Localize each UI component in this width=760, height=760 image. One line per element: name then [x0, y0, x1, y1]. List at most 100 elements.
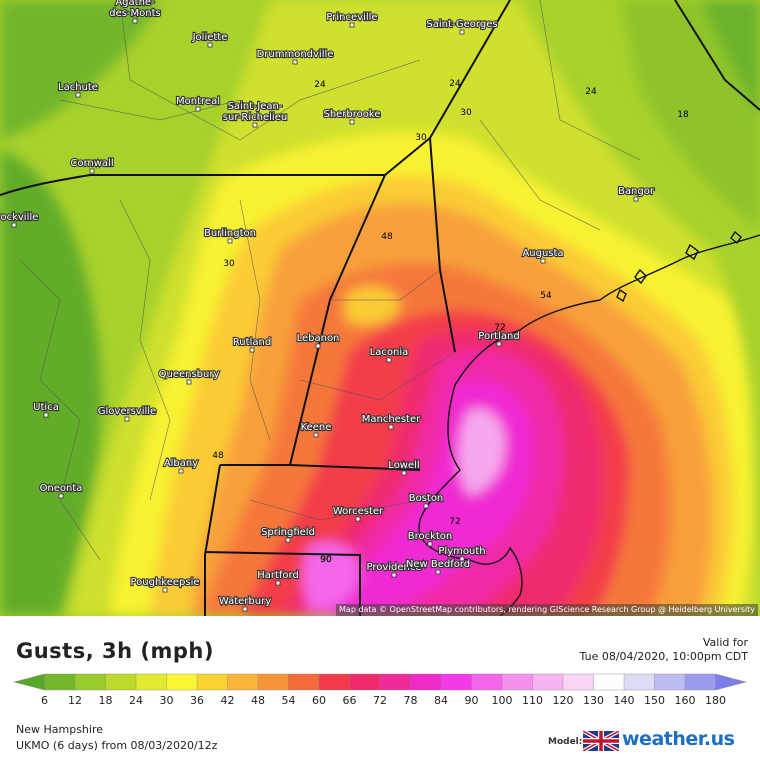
city-brockton: Brockton — [407, 530, 453, 547]
city-poughkeepsie: Poughkeepsie — [129, 576, 201, 593]
city-marker — [178, 468, 184, 474]
city-albany: Albany — [163, 457, 199, 474]
svg-text:Burlington: Burlington — [204, 228, 256, 239]
city-montreal: Montreal — [175, 95, 221, 112]
svg-text:Sherbrooke: Sherbrooke — [323, 109, 380, 120]
svg-text:Plymouth: Plymouth — [438, 546, 485, 557]
colorbar-swatch — [13, 673, 45, 691]
city-saint-jean-sur-richelieu: Saint-Jean-sur-Richelieu — [222, 100, 288, 128]
legend-title: Gusts, 3h (mph) — [16, 639, 214, 663]
city-boston: Boston — [408, 492, 444, 509]
svg-text:Cornwall: Cornwall — [70, 158, 113, 169]
colorbar-swatch — [471, 673, 503, 691]
city-waterbury: Waterbury — [218, 595, 272, 612]
city-rutland: Rutland — [232, 336, 272, 353]
svg-text:Montreal: Montreal — [176, 96, 220, 107]
svg-text:Drummondville: Drummondville — [257, 49, 334, 60]
city-marker — [11, 222, 17, 228]
city-manchester: Manchester — [361, 413, 422, 430]
city-princeville: Princeville — [325, 11, 379, 28]
city-marker — [496, 341, 502, 347]
colorbar-swatch — [349, 673, 381, 691]
contour-label: 30 — [460, 108, 472, 118]
svg-text:Manchester: Manchester — [362, 414, 421, 425]
colorbar-tick-label: 110 — [522, 694, 543, 707]
contour-label: 48 — [381, 232, 393, 242]
city-portland: Portland — [477, 330, 521, 347]
colorbar-swatch — [227, 673, 259, 691]
svg-text:Lebanon: Lebanon — [297, 333, 340, 344]
city-bangor: Bangor — [617, 185, 656, 202]
svg-text:Augusta: Augusta — [522, 248, 563, 259]
city-marker — [388, 424, 394, 430]
city-marker — [391, 572, 397, 578]
valid-time: Tue 08/04/2020, 10:00pm CDT — [579, 650, 748, 663]
colorbar-tick-label: 54 — [282, 694, 296, 707]
map-attribution[interactable]: Map data © OpenStreetMap contributors, r… — [336, 604, 758, 616]
svg-text:Rutland: Rutland — [233, 337, 271, 348]
svg-text:Lowell: Lowell — [388, 460, 419, 471]
colorbar-swatch — [623, 673, 656, 691]
colorbar-swatch — [288, 673, 320, 691]
svg-text:Portland: Portland — [478, 331, 519, 342]
svg-text:Joliette: Joliette — [192, 32, 228, 43]
colorbar-swatch — [440, 673, 473, 691]
colorbar-tick-label: 160 — [675, 694, 696, 707]
city-marker — [249, 347, 255, 353]
city-marker — [207, 42, 213, 48]
svg-text:Saint-Jean-sur-Richelieu: Saint-Jean-sur-Richelieu — [223, 101, 287, 123]
region-name: New Hampshire — [16, 723, 104, 736]
city-marker — [43, 412, 49, 418]
city-marker — [132, 18, 138, 24]
uk-flag-icon — [583, 731, 619, 751]
city-sainte-agathe-des-monts: Sainte-Agathe-des-Monts — [108, 0, 162, 24]
colorbar-tick-label: 30 — [160, 694, 174, 707]
valid-for-label: Valid for — [702, 636, 748, 649]
city-plymouth: Plymouth — [437, 545, 487, 562]
colorbar-tick-label: 130 — [583, 694, 604, 707]
colorbar-tick-label: 120 — [553, 694, 574, 707]
colorbar-swatch — [562, 673, 595, 691]
city-marker — [315, 343, 321, 349]
contour-label: 90 — [320, 555, 332, 565]
colorbar-tick-label: 66 — [343, 694, 357, 707]
city-marker — [252, 122, 258, 128]
city-worcester: Worcester — [332, 505, 385, 522]
city-joliette: Joliette — [191, 31, 228, 48]
city-burlington: Burlington — [203, 227, 257, 244]
svg-text:Brockville: Brockville — [0, 212, 38, 223]
contour-label: 24 — [585, 87, 597, 97]
colorbar-tick-label: 24 — [129, 694, 143, 707]
svg-text:Springfield: Springfield — [261, 527, 315, 538]
city-marker — [242, 606, 248, 612]
city-marker — [58, 493, 64, 499]
contour-label: 30 — [415, 133, 427, 143]
colorbar-tick-label: 140 — [614, 694, 635, 707]
city-marker — [349, 22, 355, 28]
city-providence: Providence — [365, 561, 423, 578]
city-marker — [285, 537, 291, 543]
colorbar-tick-label: 90 — [465, 694, 479, 707]
colorbar-tick-label: 78 — [404, 694, 418, 707]
colorbar-swatch — [715, 673, 747, 691]
county-borders — [19, 0, 641, 561]
colorbar-tick-label: 180 — [705, 694, 726, 707]
colorbar-tick-label: 84 — [434, 694, 448, 707]
colorbar-swatch — [379, 673, 412, 691]
city-lowell: Lowell — [387, 459, 421, 476]
city-marker — [401, 470, 407, 476]
gust-map[interactable]: Sainte-Agathe-des-Monts Joliette Princevil… — [0, 0, 760, 616]
weather-us-logo[interactable]: weather.us — [622, 728, 735, 750]
city-marker — [292, 59, 298, 65]
city-marker — [313, 432, 319, 438]
city-new-bedford: New Bedford — [405, 558, 471, 575]
city-laconia: Laconia — [369, 346, 409, 363]
svg-text:Oneonta: Oneonta — [40, 483, 83, 494]
contour-label: 54 — [540, 291, 552, 301]
city-labels: Sainte-Agathe-des-Monts Joliette Princevil… — [0, 0, 656, 612]
colorbar-swatch — [105, 673, 137, 691]
contour-label: 30 — [223, 259, 235, 269]
colorbar-swatch — [318, 673, 351, 691]
svg-text:Keene: Keene — [301, 422, 332, 433]
city-lebanon: Lebanon — [295, 332, 341, 349]
